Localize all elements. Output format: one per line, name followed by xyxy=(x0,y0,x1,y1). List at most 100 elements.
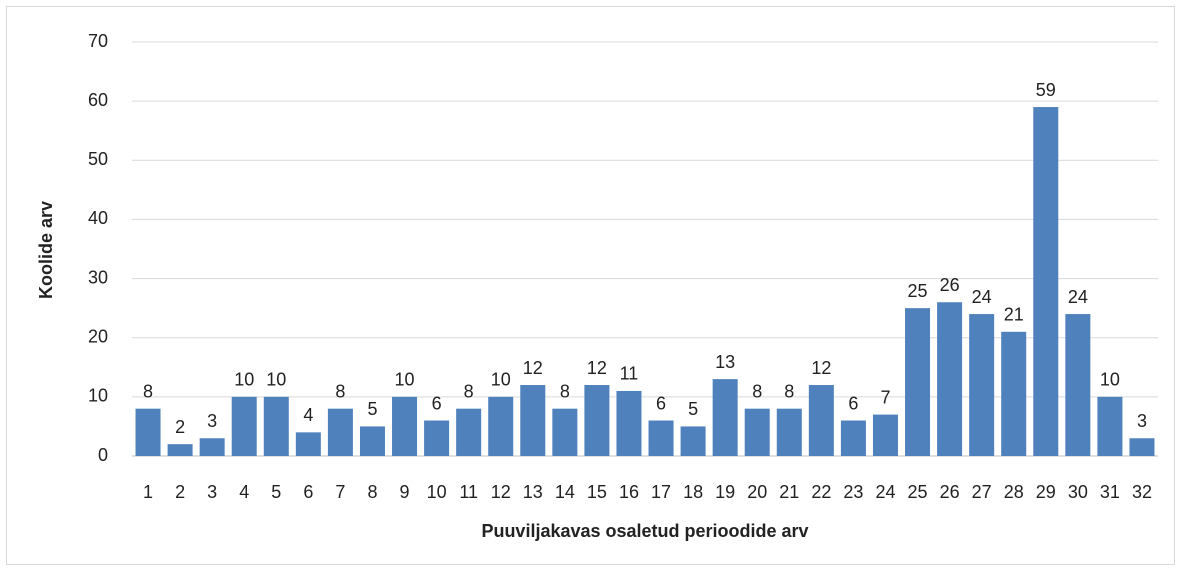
data-label: 8 xyxy=(143,381,153,401)
data-label: 8 xyxy=(752,381,762,401)
bar xyxy=(680,426,706,456)
data-label: 10 xyxy=(1100,370,1120,390)
data-label: 13 xyxy=(715,352,735,372)
y-axis-label: Koolide arv xyxy=(36,201,56,299)
bar xyxy=(1097,396,1123,456)
bar xyxy=(520,385,546,456)
bar xyxy=(1001,331,1027,456)
bar xyxy=(776,408,802,456)
x-tick-label: 14 xyxy=(555,482,575,502)
x-tick-label: 20 xyxy=(747,482,767,502)
data-label: 5 xyxy=(367,399,377,419)
bar xyxy=(744,408,770,456)
bar xyxy=(616,390,642,456)
x-tick-label: 28 xyxy=(1004,482,1024,502)
x-tick-label: 22 xyxy=(811,482,831,502)
data-label: 12 xyxy=(523,358,543,378)
x-tick-label: 3 xyxy=(207,482,217,502)
bar xyxy=(584,385,610,456)
data-label: 12 xyxy=(587,358,607,378)
bar xyxy=(1065,314,1091,456)
x-tick-label: 26 xyxy=(940,482,960,502)
x-tick-label: 23 xyxy=(843,482,863,502)
bar xyxy=(808,385,834,456)
x-tick-label: 7 xyxy=(335,482,345,502)
chart-border xyxy=(6,6,1175,565)
x-tick-label: 21 xyxy=(779,482,799,502)
y-tick-label: 20 xyxy=(88,326,108,346)
x-tick-label: 9 xyxy=(400,482,410,502)
bar xyxy=(263,396,289,456)
bar xyxy=(199,438,225,456)
data-label: 6 xyxy=(656,393,666,413)
x-tick-label: 4 xyxy=(239,482,249,502)
data-label: 5 xyxy=(688,399,698,419)
x-tick-label: 19 xyxy=(715,482,735,502)
bar xyxy=(712,379,738,456)
data-label: 11 xyxy=(620,364,639,384)
data-label: 6 xyxy=(848,393,858,413)
x-tick-label: 25 xyxy=(908,482,928,502)
data-label: 8 xyxy=(560,381,570,401)
x-tick-label: 29 xyxy=(1036,482,1056,502)
bar xyxy=(905,308,931,456)
data-label: 6 xyxy=(432,393,442,413)
bar xyxy=(359,426,385,456)
y-tick-label: 0 xyxy=(98,445,108,465)
x-tick-label: 16 xyxy=(619,482,639,502)
x-tick-label: 8 xyxy=(367,482,377,502)
bar xyxy=(840,420,866,456)
data-label: 7 xyxy=(880,387,890,407)
data-label: 21 xyxy=(1004,305,1024,325)
data-label: 24 xyxy=(1068,287,1088,307)
bar xyxy=(424,420,450,456)
x-tick-label: 5 xyxy=(271,482,281,502)
bar xyxy=(327,408,353,456)
data-label: 12 xyxy=(811,358,831,378)
data-label: 3 xyxy=(207,411,217,431)
data-label: 10 xyxy=(395,370,415,390)
bar xyxy=(1033,107,1059,457)
y-tick-label: 50 xyxy=(88,149,108,169)
x-tick-label: 13 xyxy=(523,482,543,502)
data-label: 3 xyxy=(1137,411,1147,431)
x-tick-label: 10 xyxy=(427,482,447,502)
x-tick-label: 18 xyxy=(683,482,703,502)
x-tick-label: 27 xyxy=(972,482,992,502)
y-tick-label: 40 xyxy=(88,208,108,228)
data-label: 59 xyxy=(1036,80,1056,100)
x-tick-label: 6 xyxy=(303,482,313,502)
x-tick-label: 2 xyxy=(175,482,185,502)
x-tick-label: 15 xyxy=(587,482,607,502)
data-label: 8 xyxy=(784,381,794,401)
bar xyxy=(648,420,674,456)
y-tick-label: 70 xyxy=(88,31,108,51)
data-label: 2 xyxy=(175,417,185,437)
bar xyxy=(135,408,161,456)
bar xyxy=(1129,438,1155,456)
bar xyxy=(969,314,995,456)
bar xyxy=(392,396,418,456)
x-tick-label: 11 xyxy=(459,482,478,502)
data-label: 24 xyxy=(972,287,992,307)
data-label: 4 xyxy=(303,405,313,425)
bar xyxy=(488,396,514,456)
x-tick-label: 31 xyxy=(1100,482,1120,502)
x-tick-label: 32 xyxy=(1132,482,1152,502)
x-tick-label: 1 xyxy=(143,482,153,502)
data-label: 10 xyxy=(266,370,286,390)
data-label: 26 xyxy=(940,275,960,295)
y-tick-label: 30 xyxy=(88,267,108,287)
bar xyxy=(231,396,257,456)
x-tick-label: 30 xyxy=(1068,482,1088,502)
bar xyxy=(456,408,482,456)
data-label: 10 xyxy=(491,370,511,390)
x-tick-label: 17 xyxy=(651,482,671,502)
bar xyxy=(295,432,321,456)
data-label: 8 xyxy=(335,381,345,401)
x-axis-label: Puuviljakavas osaletud perioodide arv xyxy=(481,521,808,541)
bar xyxy=(872,414,898,456)
y-tick-label: 60 xyxy=(88,90,108,110)
x-tick-label: 12 xyxy=(491,482,511,502)
